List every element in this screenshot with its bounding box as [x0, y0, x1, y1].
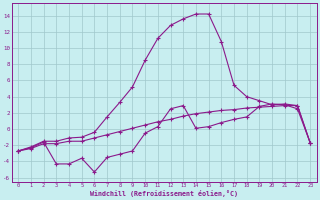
X-axis label: Windchill (Refroidissement éolien,°C): Windchill (Refroidissement éolien,°C)	[90, 190, 238, 197]
